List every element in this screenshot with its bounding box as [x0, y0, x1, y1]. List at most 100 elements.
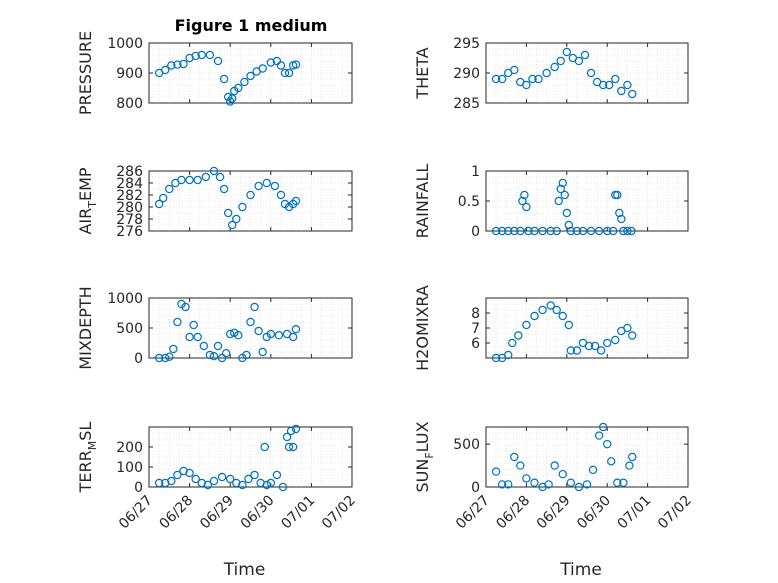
data-point: [244, 474, 253, 484]
data-point: [520, 190, 529, 200]
data-point: [628, 331, 637, 340]
y-tick-label: 0: [134, 480, 143, 496]
data-point: [544, 480, 553, 489]
data-point: [242, 350, 251, 360]
y-tick-label: 280: [116, 200, 143, 216]
data-point: [516, 226, 525, 236]
data-point: [173, 317, 182, 327]
data-point: [628, 89, 637, 99]
subplot-mixdepth: 0 500 1000 MIXDEPTH: [76, 286, 353, 370]
data-point: [217, 353, 227, 363]
data-point: [609, 226, 618, 236]
data-point: [154, 353, 164, 363]
data-point: [167, 61, 176, 70]
data-point: [274, 331, 284, 340]
data-point: [291, 196, 301, 206]
data-point: [191, 51, 200, 61]
data-point: [558, 311, 567, 321]
data-point: [230, 328, 239, 337]
data-point: [566, 478, 576, 487]
data-point: [586, 226, 596, 236]
y-axis-label: PRESSURE: [76, 31, 95, 115]
data-point: [552, 305, 561, 315]
data-point: [554, 196, 563, 206]
subplot-theta: 285 290 295 THETA: [413, 36, 689, 112]
data-point: [191, 474, 200, 484]
data-point: [225, 329, 235, 339]
data-point: [209, 352, 219, 361]
x-tick-label: 07/02: [655, 493, 695, 533]
data-point: [516, 461, 525, 470]
axes-frame: [148, 170, 353, 232]
data-point: [550, 62, 559, 72]
x-tick-label: 07/02: [319, 493, 359, 533]
data-point: [203, 480, 213, 490]
y-tick-label: 800: [116, 96, 143, 112]
data-point: [223, 92, 233, 102]
data-point: [615, 208, 624, 218]
data-point: [572, 226, 582, 236]
x-tick-label: 06/27: [453, 493, 493, 533]
data-point: [276, 61, 286, 70]
y-tick-label: 0: [134, 351, 143, 367]
data-point: [213, 341, 223, 351]
data-point: [278, 482, 288, 492]
data-point: [288, 332, 298, 342]
data-point: [546, 301, 555, 310]
data-point: [586, 68, 596, 78]
data-point: [161, 65, 170, 75]
data-point: [596, 346, 606, 355]
data-point: [605, 80, 614, 90]
data-point: [258, 347, 267, 357]
data-point: [590, 341, 600, 351]
subplot-terrain-msl: 0 100 200 06/27 06/28 06/29 06/30 07/01 07/02 TER…: [76, 422, 359, 580]
data-point: [603, 226, 612, 236]
data-point: [522, 80, 531, 90]
data-point: [580, 50, 590, 60]
axes-frame: [148, 426, 353, 488]
data-point: [266, 478, 275, 488]
data-point: [291, 424, 301, 434]
data-point: [510, 452, 519, 462]
data-point: [578, 226, 588, 236]
data-point: [542, 68, 551, 78]
data-point: [167, 476, 176, 486]
subplot-sun-flux: 0 500 06/27 06/28 06/29 06/30 07/01 07/02 SUNFLU…: [413, 421, 695, 580]
data-point: [234, 83, 243, 93]
data-point: [219, 74, 229, 84]
data-point: [165, 352, 174, 361]
data-point: [250, 302, 259, 312]
data-point: [504, 226, 513, 236]
data-point: [232, 214, 241, 224]
data-point: [619, 478, 628, 487]
data-point: [238, 480, 247, 490]
data-point: [556, 184, 565, 194]
x-tick-label: 06/28: [157, 493, 197, 533]
data-point: [623, 323, 632, 333]
data-point: [185, 332, 194, 342]
data-point: [234, 331, 243, 340]
data-point: [588, 465, 598, 475]
data-point: [491, 74, 501, 84]
data-point: [276, 190, 286, 200]
data-point: [598, 422, 608, 432]
data-point: [270, 181, 280, 191]
data-point: [611, 74, 620, 84]
x-tick-label: 06/29: [534, 493, 574, 533]
data-point: [538, 226, 547, 236]
data-point: [179, 59, 188, 69]
data-point: [564, 320, 574, 330]
data-point: [260, 442, 269, 452]
data-point: [491, 226, 501, 236]
data-point: [546, 226, 555, 236]
x-tick-label: 07/01: [615, 493, 655, 533]
data-point: [572, 346, 582, 355]
data-point: [510, 65, 519, 75]
data-point: [250, 470, 259, 480]
data-point: [522, 202, 531, 212]
y-tick-label: 290: [453, 66, 480, 82]
data-point: [219, 184, 229, 194]
data-point: [530, 226, 539, 236]
data-point: [611, 335, 620, 345]
data-point: [246, 71, 255, 81]
